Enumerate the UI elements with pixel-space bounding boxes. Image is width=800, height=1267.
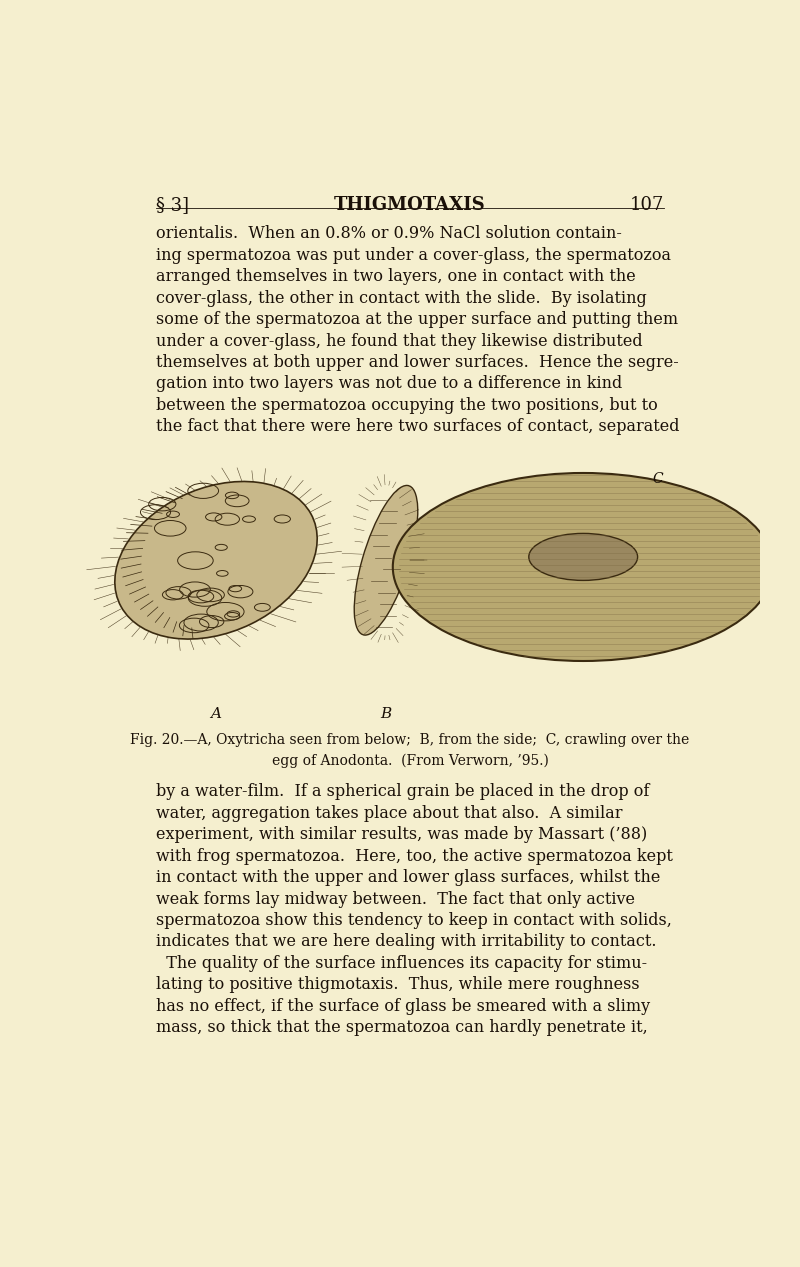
Text: § 3]: § 3] (156, 196, 189, 214)
Text: C: C (653, 473, 663, 487)
Text: water, aggregation takes place about that also.  A similar: water, aggregation takes place about tha… (156, 805, 622, 822)
Text: experiment, with similar results, was made by Massart (’88): experiment, with similar results, was ma… (156, 826, 647, 843)
Text: orientalis.  When an 0.8% or 0.9% NaCl solution contain-: orientalis. When an 0.8% or 0.9% NaCl so… (156, 226, 622, 242)
Ellipse shape (354, 485, 418, 635)
Text: arranged themselves in two layers, one in contact with the: arranged themselves in two layers, one i… (156, 269, 635, 285)
Text: in contact with the upper and lower glass surfaces, whilst the: in contact with the upper and lower glas… (156, 869, 660, 886)
Text: has no effect, if the surface of glass be smeared with a slimy: has no effect, if the surface of glass b… (156, 998, 650, 1015)
Text: A: A (210, 707, 222, 721)
Text: some of the spermatozoa at the upper surface and putting them: some of the spermatozoa at the upper sur… (156, 312, 678, 328)
Text: the fact that there were here two surfaces of contact, separated: the fact that there were here two surfac… (156, 418, 679, 436)
Text: THIGMOTAXIS: THIGMOTAXIS (334, 196, 486, 214)
Ellipse shape (115, 481, 317, 639)
Text: lating to positive thigmotaxis.  Thus, while mere roughness: lating to positive thigmotaxis. Thus, wh… (156, 977, 639, 993)
Text: B: B (380, 707, 392, 721)
Text: by a water-film.  If a spherical grain be placed in the drop of: by a water-film. If a spherical grain be… (156, 783, 649, 801)
Text: spermatozoa show this tendency to keep in contact with solids,: spermatozoa show this tendency to keep i… (156, 912, 672, 929)
Text: 107: 107 (630, 196, 664, 214)
Text: with frog spermatozoa.  Here, too, the active spermatozoa kept: with frog spermatozoa. Here, too, the ac… (156, 848, 673, 864)
Text: ing spermatozoa was put under a cover-glass, the spermatozoa: ing spermatozoa was put under a cover-gl… (156, 247, 670, 264)
Text: egg of Anodonta.  (From Verworn, ’95.): egg of Anodonta. (From Verworn, ’95.) (271, 754, 549, 768)
Text: gation into two layers was not due to a difference in kind: gation into two layers was not due to a … (156, 375, 622, 393)
Ellipse shape (529, 533, 638, 580)
Text: indicates that we are here dealing with irritability to contact.: indicates that we are here dealing with … (156, 934, 656, 950)
Text: mass, so thick that the spermatozoa can hardly penetrate it,: mass, so thick that the spermatozoa can … (156, 1020, 647, 1036)
Text: themselves at both upper and lower surfaces.  Hence the segre-: themselves at both upper and lower surfa… (156, 353, 678, 371)
Text: Fig. 20.—A, Oxytricha seen from below;  B, from the side;  C, crawling over the: Fig. 20.—A, Oxytricha seen from below; B… (130, 732, 690, 746)
Text: weak forms lay midway between.  The fact that only active: weak forms lay midway between. The fact … (156, 891, 635, 907)
Text: under a cover-glass, he found that they likewise distributed: under a cover-glass, he found that they … (156, 332, 642, 350)
Circle shape (393, 473, 774, 661)
Text: cover-glass, the other in contact with the slide.  By isolating: cover-glass, the other in contact with t… (156, 290, 646, 307)
Text: The quality of the surface influences its capacity for stimu-: The quality of the surface influences it… (156, 955, 647, 972)
Text: between the spermatozoa occupying the two positions, but to: between the spermatozoa occupying the tw… (156, 397, 658, 414)
